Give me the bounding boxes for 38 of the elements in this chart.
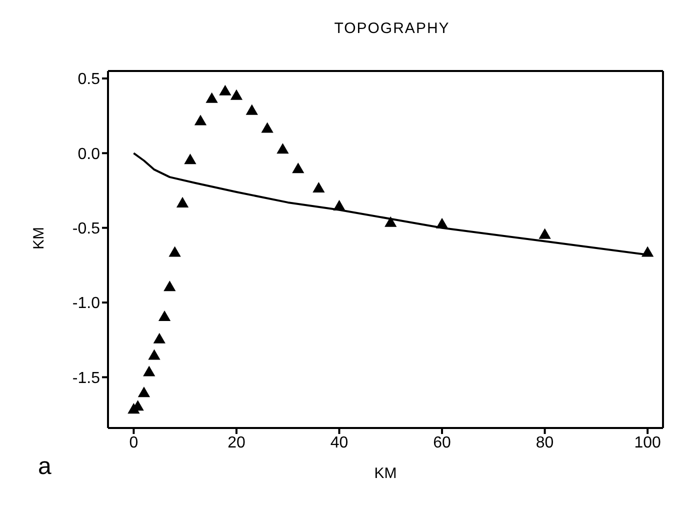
x-tick-label: 20 (228, 434, 246, 452)
point (143, 366, 156, 376)
point (164, 280, 176, 292)
point (333, 200, 346, 210)
y-tick-label: -1.5 (72, 370, 100, 387)
point (158, 310, 171, 321)
text: a (38, 453, 52, 481)
point (219, 84, 232, 96)
point (538, 228, 551, 239)
y-tick-label: -1.0 (72, 295, 100, 312)
point (148, 349, 160, 360)
point (246, 104, 258, 115)
x-tick-label: 100 (634, 434, 662, 452)
point (384, 216, 397, 227)
x-tick-label: 80 (536, 434, 554, 452)
chart-title: TOPOGRAPHY (333, 20, 451, 37)
point (292, 162, 304, 174)
point (276, 143, 289, 154)
y-tick-label: 0.5 (78, 71, 100, 88)
point (312, 182, 325, 193)
point (206, 92, 218, 103)
point (176, 196, 189, 208)
x-tick-label: 40 (330, 434, 348, 452)
point (184, 154, 196, 164)
point (168, 246, 181, 257)
x-tick-label: 60 (433, 434, 452, 452)
y-axis-title: KM (30, 227, 48, 250)
point (153, 332, 166, 344)
point (261, 122, 274, 133)
point (230, 89, 243, 100)
x-tick-label: 0 (129, 434, 138, 452)
point (642, 246, 654, 257)
y-tick-label: 0.0 (78, 146, 100, 163)
point (138, 386, 150, 398)
point (194, 114, 207, 126)
point (436, 218, 448, 228)
x-axis-title: KM (374, 465, 397, 482)
y-tick-label: -0.5 (72, 220, 100, 238)
